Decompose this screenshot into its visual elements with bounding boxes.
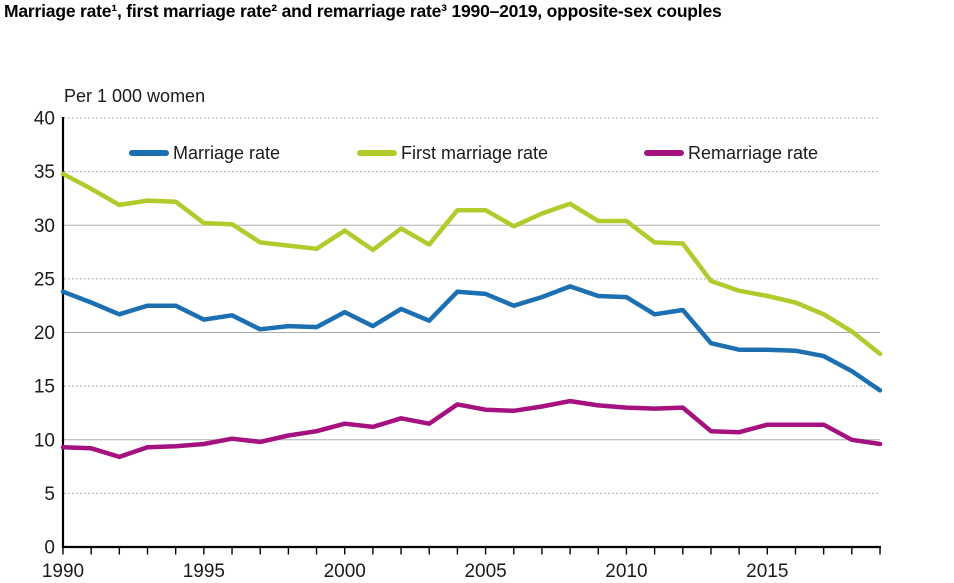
x-tick-label-2010: 2010	[605, 561, 647, 582]
y-tick-label-40: 40	[34, 109, 55, 130]
y-tick-label-0: 0	[44, 538, 55, 559]
legend-label-remarriage-rate: Remarriage rate	[688, 142, 819, 163]
legend-item-marriage-rate: Marriage rate	[129, 143, 280, 163]
remarriage-rate-line-swatch	[644, 150, 684, 156]
x-tick-label-2005: 2005	[464, 561, 506, 582]
y-tick-label-20: 20	[34, 323, 55, 344]
legend-label-first-marriage-rate: First marriage rate	[401, 142, 549, 163]
x-tick-label-2000: 2000	[324, 561, 366, 582]
legend-item-first-marriage-rate: First marriage rate	[357, 143, 548, 163]
chart-title: Marriage rate¹, first marriage rate² and…	[4, 1, 722, 21]
legend-label-marriage-rate: Marriage rate	[173, 142, 281, 163]
first-marriage-rate-line-swatch	[357, 150, 397, 156]
x-tick-label-1990: 1990	[42, 561, 84, 582]
y-tick-label-35: 35	[34, 162, 55, 183]
marriage-rate-line-swatch	[129, 150, 169, 156]
x-tick-label-2015: 2015	[746, 561, 788, 582]
series-line-first-marriage-rate	[60, 171, 883, 357]
series-line-marriage-rate	[60, 284, 883, 393]
y-tick-label-5: 5	[44, 484, 55, 505]
legend-item-remarriage-rate: Remarriage rate	[644, 143, 818, 163]
series-line-remarriage-rate	[60, 398, 883, 460]
y-axis-unit-label: Per 1 000 women	[64, 86, 206, 106]
y-tick-label-25: 25	[34, 269, 55, 290]
y-tick-label-15: 15	[34, 377, 55, 398]
y-tick-label-30: 30	[34, 216, 55, 237]
y-tick-label-10: 10	[34, 430, 55, 451]
x-tick-label-1995: 1995	[183, 561, 225, 582]
